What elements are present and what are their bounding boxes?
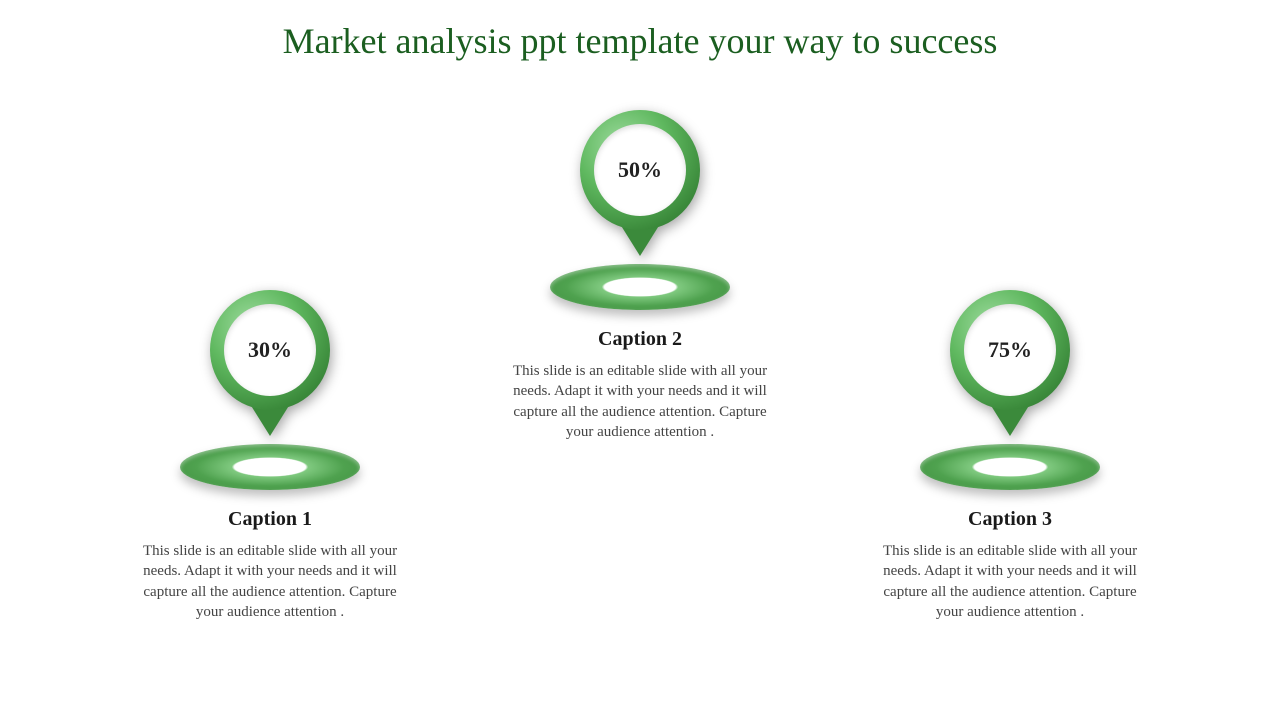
map-pin-icon: 30% xyxy=(210,290,330,450)
pin-inner-circle: 30% xyxy=(224,304,316,396)
pin-base-ring xyxy=(180,444,360,490)
description-1: This slide is an editable slide with all… xyxy=(100,541,440,622)
infographic-item-2: 50% Caption 2 This slide is an editable … xyxy=(470,110,810,442)
caption-3: Caption 3 xyxy=(840,508,1180,531)
pin-base-ring xyxy=(920,444,1100,490)
map-pin-marker-2: 50% xyxy=(540,110,740,310)
caption-1: Caption 1 xyxy=(100,508,440,531)
description-3: This slide is an editable slide with all… xyxy=(840,541,1180,622)
map-pin-marker-1: 30% xyxy=(170,290,370,490)
infographic-item-1: 30% Caption 1 This slide is an editable … xyxy=(100,290,440,622)
description-2: This slide is an editable slide with all… xyxy=(470,361,810,442)
infographic-item-3: 75% Caption 3 This slide is an editable … xyxy=(840,290,1180,622)
percent-value-3: 75% xyxy=(988,337,1032,363)
caption-2: Caption 2 xyxy=(470,328,810,351)
pin-inner-circle: 50% xyxy=(594,124,686,216)
percent-value-1: 30% xyxy=(248,337,292,363)
map-pin-icon: 75% xyxy=(950,290,1070,450)
percent-value-2: 50% xyxy=(618,157,662,183)
map-pin-marker-3: 75% xyxy=(910,290,1110,490)
map-pin-icon: 50% xyxy=(580,110,700,270)
pin-inner-circle: 75% xyxy=(964,304,1056,396)
slide-title: Market analysis ppt template your way to… xyxy=(0,20,1280,62)
pin-base-ring xyxy=(550,264,730,310)
